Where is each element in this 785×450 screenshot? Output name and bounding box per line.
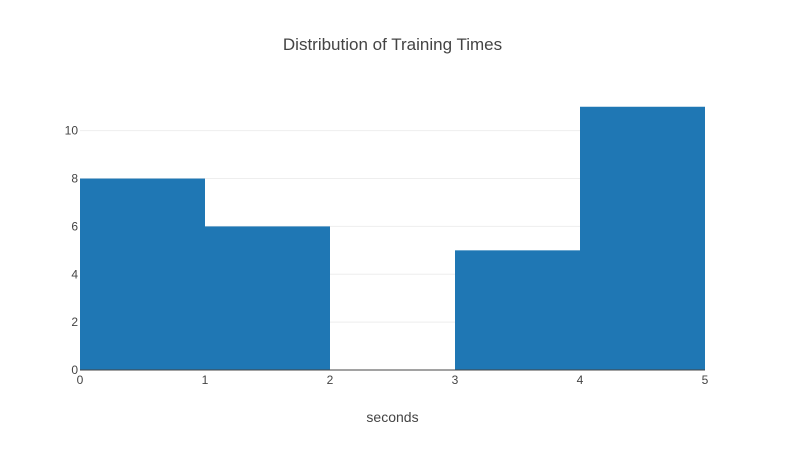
bars [80, 106, 705, 370]
y-tick-label: 6 [71, 219, 78, 233]
y-tick-label: 8 [71, 172, 78, 186]
x-tick-label: 2 [327, 373, 334, 387]
y-tick-label: 2 [71, 315, 78, 329]
x-tick-label: 0 [77, 373, 84, 387]
chart-title: Distribution of Training Times [283, 35, 502, 54]
x-tick-label: 1 [202, 373, 209, 387]
x-tick-label: 4 [577, 373, 584, 387]
histogram-bar [455, 250, 580, 370]
x-tick-label: 5 [702, 373, 709, 387]
x-tick-label: 3 [452, 373, 459, 387]
y-tick-label: 10 [65, 124, 79, 138]
histogram-bar [205, 226, 330, 370]
y-tick-label: 4 [71, 267, 78, 281]
x-tick-labels: 0 1 2 3 4 5 [77, 373, 709, 387]
histogram-bar [80, 178, 205, 370]
x-axis-label: seconds [366, 409, 418, 425]
histogram-bar [580, 106, 705, 370]
y-tick-labels: 0 2 4 6 8 10 [65, 124, 79, 377]
y-tick-label: 0 [71, 363, 78, 377]
